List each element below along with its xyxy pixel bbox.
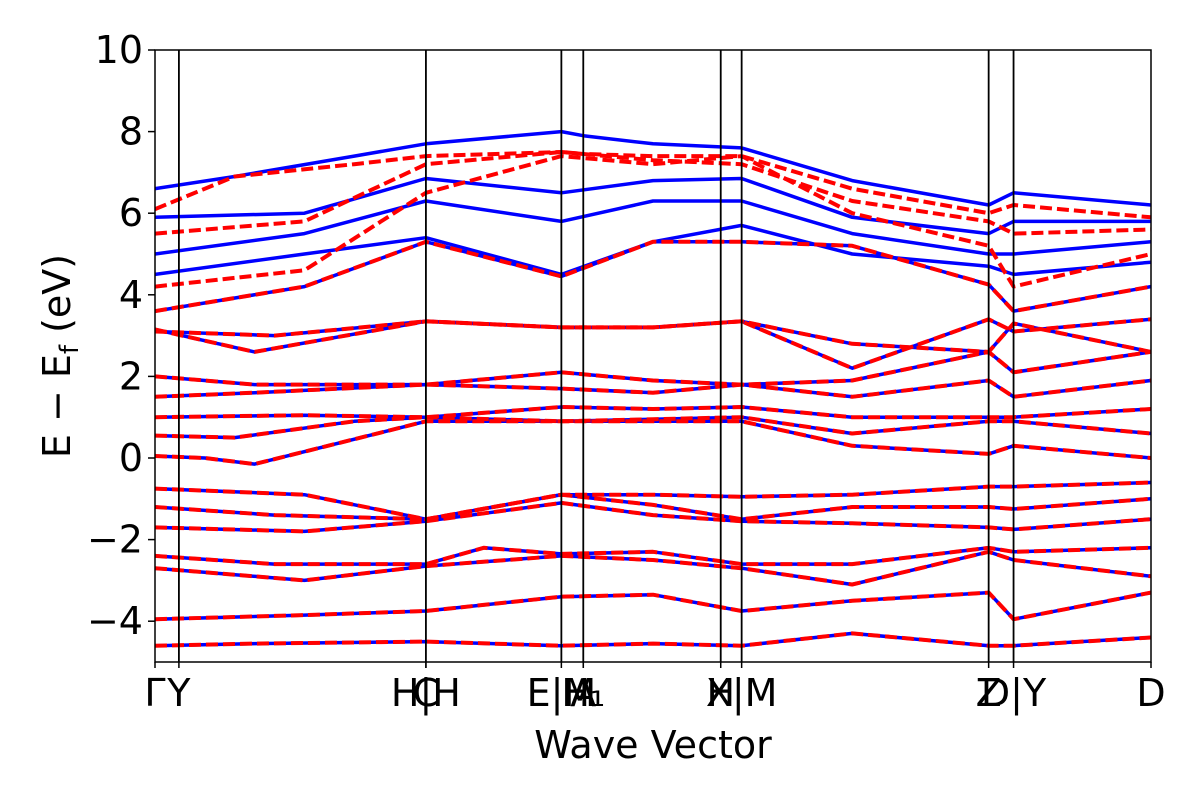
band-line-series-1-16	[155, 223, 1151, 277]
band-line-series-2-16	[155, 154, 1151, 289]
y-tick-label: 6	[119, 191, 143, 235]
band-line-series-2-18	[155, 150, 1151, 220]
y-tick-label: 8	[119, 110, 143, 154]
x-tick-label: E|M	[527, 671, 597, 716]
band-line-series-1-17	[155, 199, 1151, 256]
x-tick-label: X|M	[706, 671, 778, 716]
x-axis-title: Wave Vector	[534, 723, 772, 767]
x-tick-label: Γ	[144, 671, 165, 715]
band-line-series-2-13	[155, 317, 1151, 371]
x-tick-label: A	[570, 671, 596, 715]
x-tick-label: H|H	[391, 671, 461, 716]
high-symmetry-lines	[178, 50, 1015, 662]
x-tick-label: Y	[166, 671, 191, 715]
band-line-series-2-10	[155, 405, 1151, 420]
plot-frame	[154, 49, 1152, 663]
band-line-series-2-12	[155, 349, 1151, 387]
band-line-series-2-14	[155, 319, 1151, 354]
band-line-series-2-5	[155, 500, 1151, 534]
band-line-series-2-3	[155, 549, 1151, 587]
band-line-series-2-9	[155, 415, 1151, 440]
band-line-series-2-4	[155, 545, 1151, 567]
x-tick-label: D	[1136, 671, 1165, 715]
x-tick-label: D|Y	[981, 671, 1047, 716]
band-line-series-1-19	[155, 129, 1151, 207]
y-tick-label: −2	[87, 518, 143, 562]
x-tick-label: Z	[976, 671, 1002, 715]
band-line-series-2-15	[155, 239, 1151, 314]
band-line-series-1-1	[155, 631, 1151, 648]
y-tick-label: 2	[119, 354, 143, 398]
y-axis-title: E − Ef(eV)	[35, 254, 85, 458]
y-tick-label: 0	[119, 436, 143, 480]
y-axis: −4 −2 0 2 4 6 8 10	[87, 28, 155, 643]
plot-area	[155, 129, 1151, 648]
x-tick-label: H	[706, 671, 735, 715]
band-line-series-2-2	[155, 590, 1151, 622]
band-line-series-2-11	[155, 378, 1151, 399]
band-line-series-2-17	[155, 150, 1151, 236]
band-line-series-1-15	[155, 240, 1151, 313]
band-line-series-2-6	[155, 492, 1151, 522]
band-line-series-1-18	[155, 176, 1151, 236]
band-line-series-2-8	[155, 419, 1151, 467]
y-tick-label: 10	[95, 28, 143, 72]
band-line-series-2-7	[155, 480, 1151, 522]
x-tick-label: H₁	[561, 671, 605, 715]
x-tick-label: C	[413, 671, 440, 715]
y-tick-label: −4	[87, 599, 143, 643]
y-tick-label: 4	[119, 273, 143, 317]
